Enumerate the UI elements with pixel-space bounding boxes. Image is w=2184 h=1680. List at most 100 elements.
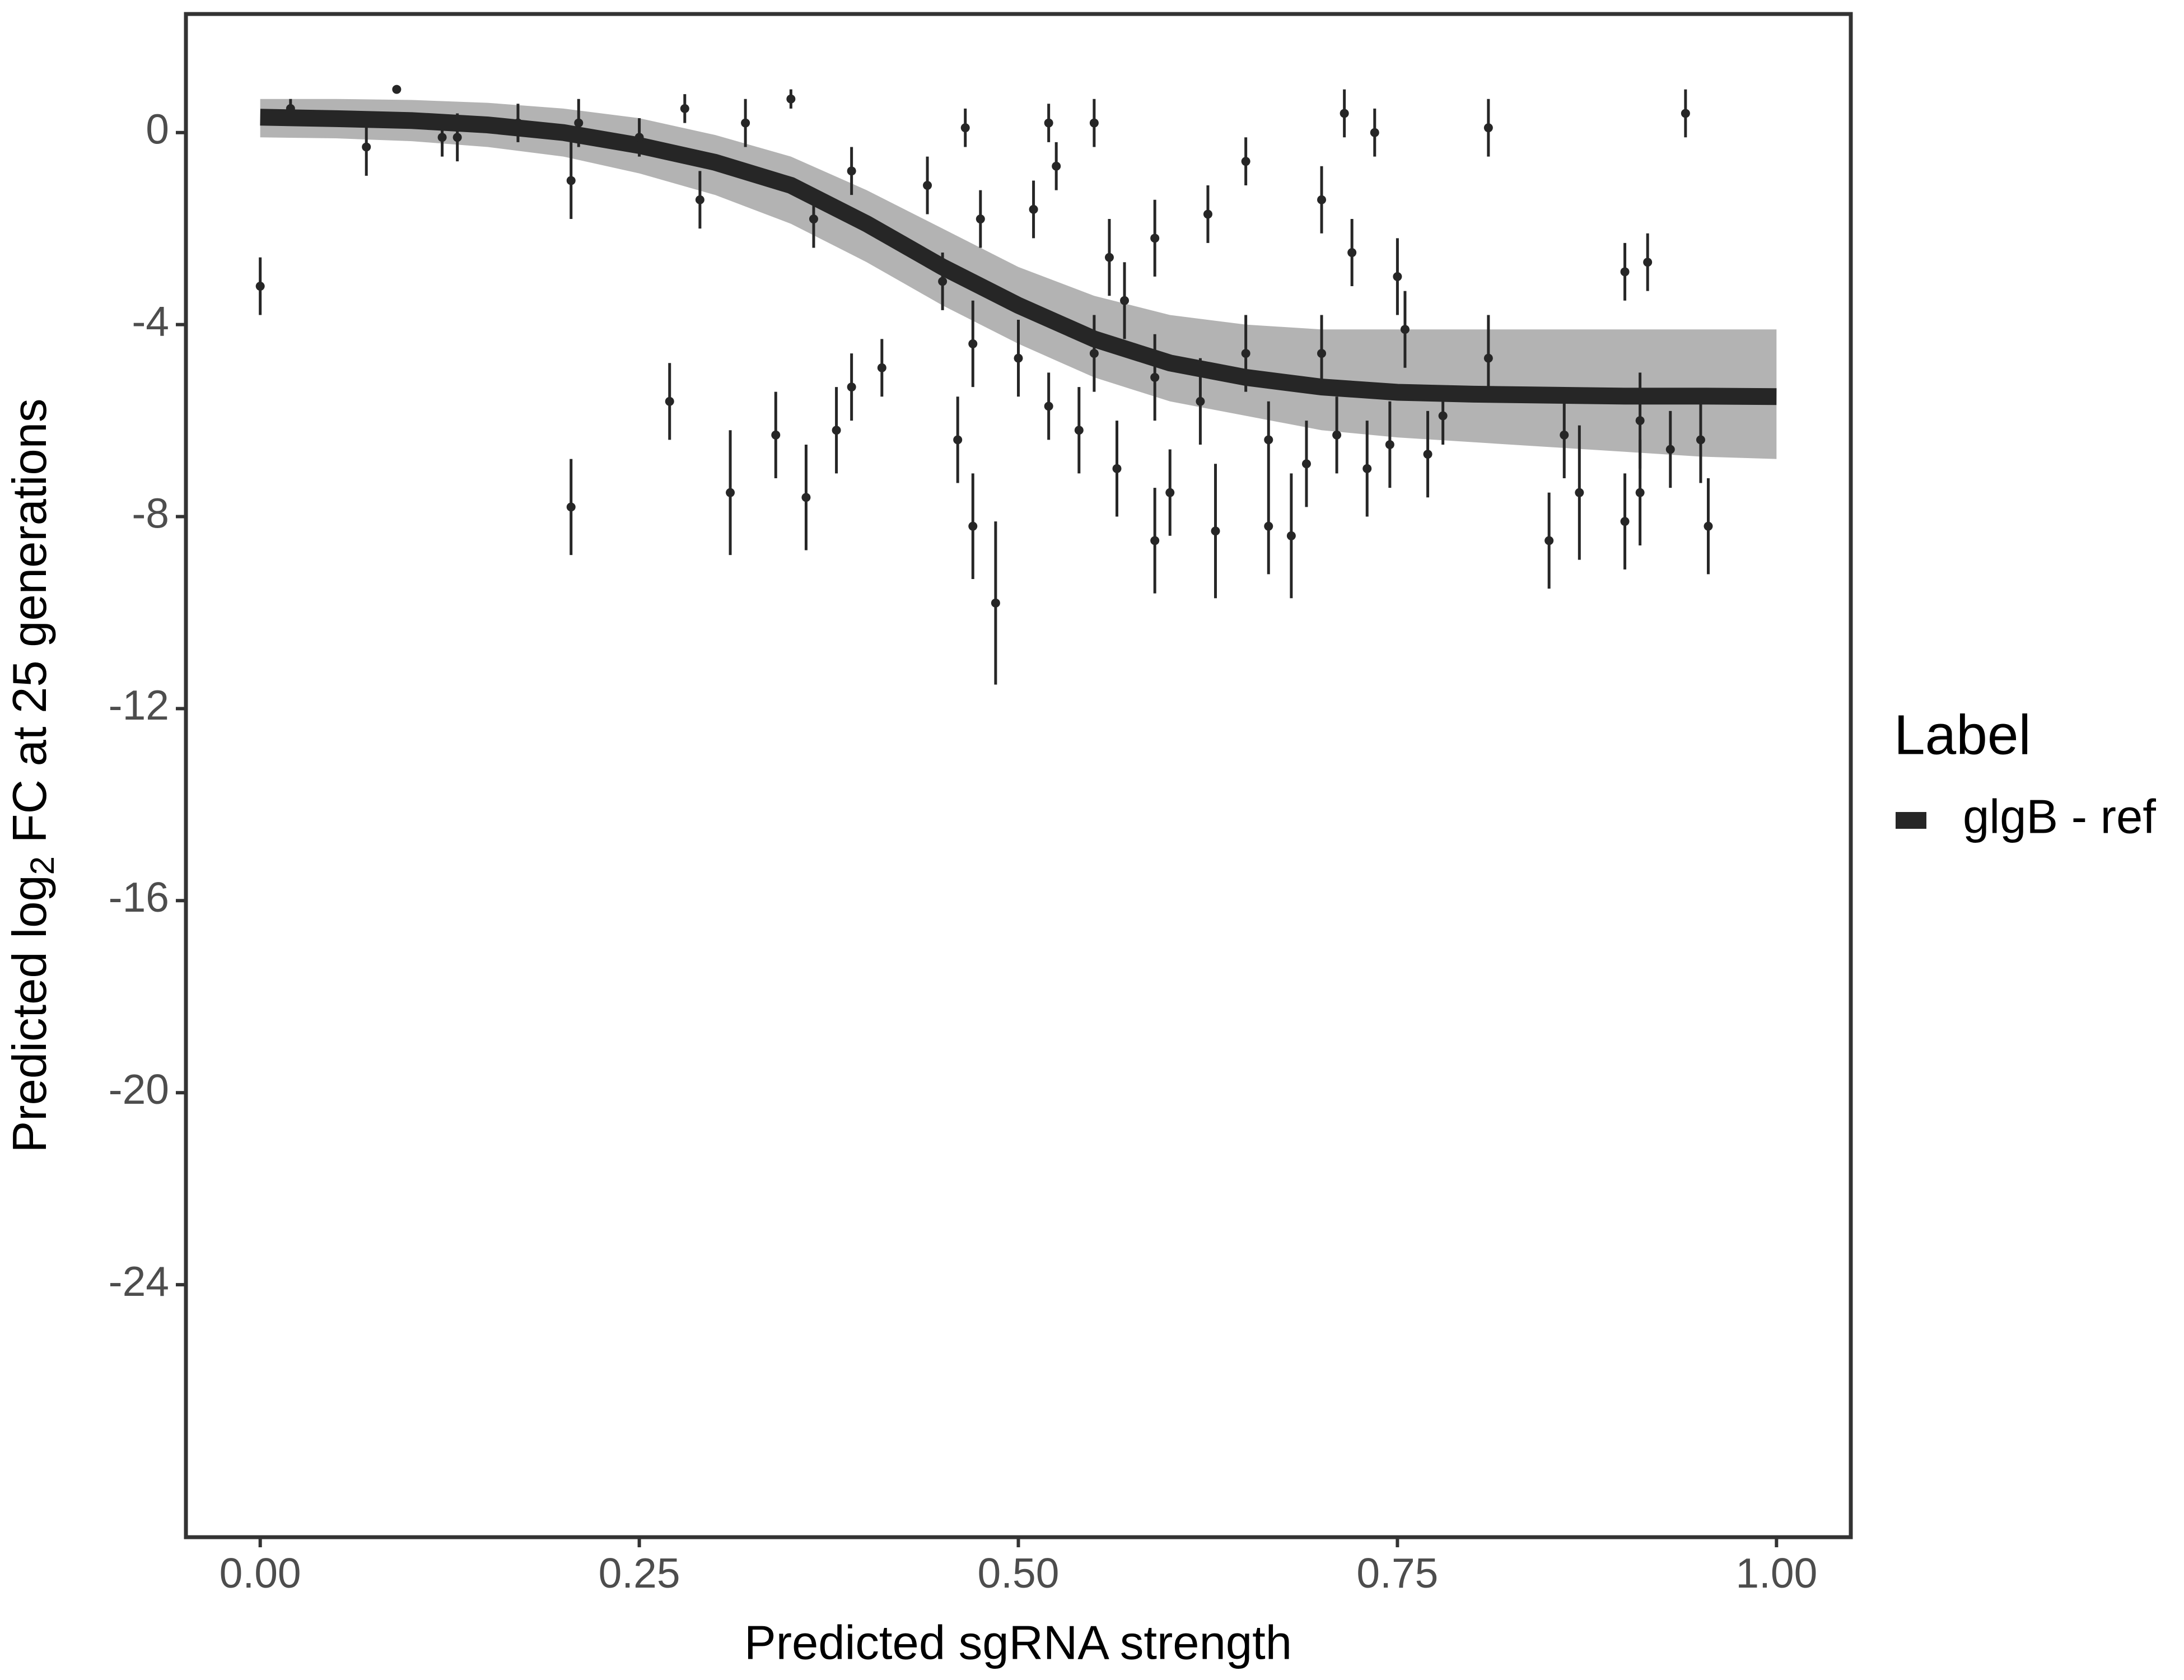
point	[1150, 536, 1160, 545]
y-tick-label: -16	[109, 874, 169, 921]
point	[362, 142, 371, 152]
point	[1241, 349, 1250, 358]
x-tick-label: 0.75	[1356, 1550, 1438, 1597]
point	[255, 282, 265, 291]
point	[1347, 248, 1357, 258]
point	[877, 363, 886, 372]
point	[1400, 325, 1410, 334]
point	[1393, 272, 1402, 281]
point	[726, 488, 735, 497]
point	[1264, 521, 1273, 531]
point	[1681, 109, 1690, 118]
y-tick-label: 0	[146, 106, 169, 153]
point	[1544, 536, 1554, 545]
fit-band	[260, 99, 1777, 459]
y-axis-title: Predicted log2 FC at 25 generations	[3, 399, 60, 1153]
point	[1301, 459, 1311, 469]
point	[392, 85, 402, 94]
point	[1332, 430, 1342, 440]
point	[1150, 234, 1160, 243]
point	[1340, 109, 1349, 118]
legend-title: Label	[1894, 703, 2031, 766]
point	[1643, 258, 1653, 267]
point	[1635, 488, 1645, 497]
point	[1620, 267, 1630, 277]
point	[1696, 435, 1705, 445]
point	[1203, 209, 1212, 219]
point	[923, 181, 932, 190]
point	[1052, 161, 1061, 171]
point	[1112, 464, 1122, 473]
point	[847, 382, 856, 392]
point	[1044, 402, 1053, 411]
point	[1196, 396, 1205, 406]
point	[1104, 253, 1114, 262]
x-tick-label: 1.00	[1735, 1550, 1817, 1597]
y-tick-label: -4	[132, 297, 169, 344]
point	[1044, 118, 1053, 128]
point	[968, 521, 978, 531]
point	[634, 133, 644, 142]
point	[1438, 411, 1448, 421]
point	[968, 339, 978, 348]
point	[1704, 521, 1713, 531]
y-tick-label: -12	[109, 682, 169, 729]
point	[832, 426, 841, 435]
point	[741, 118, 750, 128]
point	[1317, 195, 1327, 204]
point	[1089, 349, 1099, 358]
point	[695, 195, 704, 204]
point	[286, 104, 295, 113]
point	[786, 94, 796, 104]
x-tick-label: 0.25	[599, 1550, 680, 1597]
point	[1483, 123, 1493, 133]
point	[1370, 128, 1379, 137]
point	[847, 166, 856, 176]
point	[1575, 488, 1584, 497]
point	[1635, 416, 1645, 426]
fit-line	[260, 109, 1777, 405]
point	[1560, 430, 1569, 440]
point	[1483, 353, 1493, 363]
point	[771, 430, 781, 440]
point	[1264, 435, 1273, 445]
point	[1029, 204, 1038, 214]
point	[665, 396, 674, 406]
point	[1211, 526, 1220, 536]
point	[1286, 531, 1296, 540]
plot-area	[255, 85, 1777, 685]
point	[1014, 353, 1023, 363]
y-title-part: Predicted log	[3, 875, 57, 1152]
point	[1620, 517, 1630, 526]
point	[513, 118, 522, 128]
point	[960, 123, 970, 133]
point	[1317, 349, 1327, 358]
point	[938, 277, 948, 286]
point	[1241, 157, 1250, 166]
point	[1165, 488, 1175, 497]
point	[680, 104, 689, 113]
y-tick-label: -20	[109, 1066, 169, 1113]
point	[452, 133, 462, 142]
legend-swatch	[1896, 812, 1926, 829]
y-title-sub: 2	[24, 856, 61, 875]
point	[574, 118, 584, 128]
point	[1089, 118, 1099, 128]
y-tick-label: -24	[109, 1258, 169, 1305]
point	[1074, 426, 1084, 435]
point	[566, 176, 576, 185]
point	[1665, 445, 1675, 454]
y-title-part: FC at 25 generations	[3, 399, 57, 856]
point	[1150, 372, 1160, 382]
point	[1423, 450, 1432, 459]
legend-label: glgB - ref	[1963, 790, 2156, 843]
x-axis-title: Predicted sgRNA strength	[744, 1616, 1292, 1669]
x-tick-label: 0.00	[220, 1550, 301, 1597]
point	[953, 435, 963, 445]
y-tick-label: -8	[132, 489, 169, 536]
point	[991, 598, 1000, 608]
point	[809, 214, 818, 224]
point	[1385, 440, 1394, 449]
